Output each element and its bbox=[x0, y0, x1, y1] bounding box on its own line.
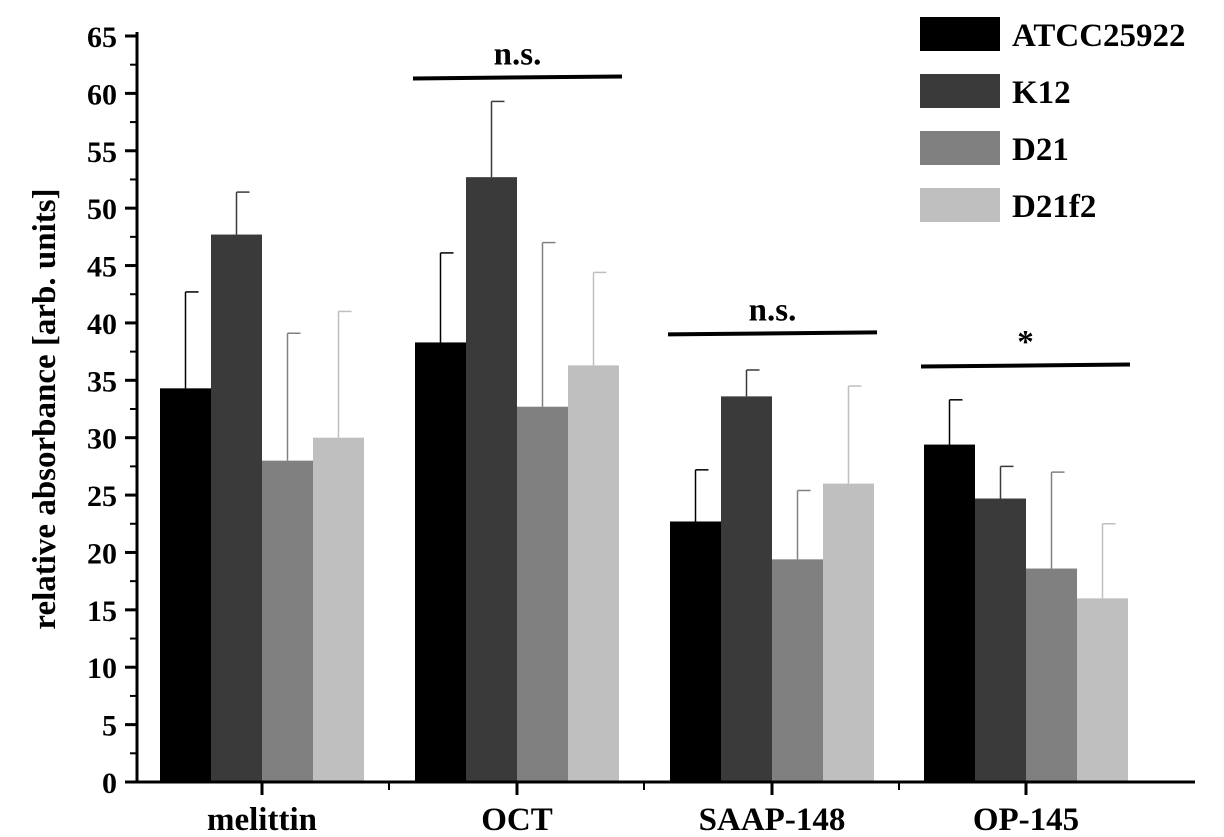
significance-bracket bbox=[412, 74, 623, 81]
bar bbox=[313, 437, 364, 782]
legend-label: D21 bbox=[1012, 132, 1069, 168]
bar bbox=[517, 406, 568, 782]
y-tick-label: 5 bbox=[102, 710, 117, 743]
legend-label: ATCC25922 bbox=[1012, 18, 1186, 54]
significance-bracket bbox=[667, 330, 878, 337]
y-tick-label: 50 bbox=[87, 193, 117, 226]
x-tick-label: SAAP-148 bbox=[699, 802, 846, 837]
y-tick-label: 45 bbox=[87, 251, 117, 284]
bar bbox=[211, 234, 262, 782]
y-tick-label: 30 bbox=[87, 423, 117, 456]
significance-bracket bbox=[920, 362, 1131, 369]
x-tick-label: OP-145 bbox=[973, 802, 1079, 837]
y-tick-label: 60 bbox=[87, 78, 117, 111]
x-tick-label: melittin bbox=[207, 802, 317, 837]
y-tick-label: 35 bbox=[87, 365, 117, 398]
y-axis-title: relative absorbance [arb. units] bbox=[27, 188, 63, 629]
y-tick-label: 10 bbox=[87, 652, 117, 685]
bar bbox=[924, 444, 975, 782]
legend-swatch bbox=[920, 74, 1000, 108]
significance-label: n.s. bbox=[494, 36, 542, 72]
legend-swatch bbox=[920, 188, 1000, 222]
bar bbox=[1077, 598, 1128, 782]
y-tick-label: 15 bbox=[87, 595, 117, 628]
significance-label: n.s. bbox=[749, 292, 797, 328]
bar bbox=[1026, 568, 1077, 782]
y-tick-label: 55 bbox=[87, 136, 117, 169]
significance-label: * bbox=[1017, 325, 1034, 361]
x-tick-label: OCT bbox=[481, 802, 553, 837]
bar bbox=[466, 177, 517, 783]
bar bbox=[568, 365, 619, 782]
bar bbox=[262, 460, 313, 782]
y-tick-label: 65 bbox=[87, 21, 117, 54]
bar bbox=[670, 521, 721, 782]
y-tick-label: 40 bbox=[87, 308, 117, 341]
y-tick-label: 20 bbox=[87, 537, 117, 570]
legend-label: K12 bbox=[1012, 75, 1071, 111]
legend-label: D21f2 bbox=[1012, 189, 1096, 225]
bar bbox=[415, 342, 466, 782]
legend-swatch bbox=[920, 17, 1000, 51]
bar bbox=[823, 483, 874, 782]
legend-swatch bbox=[920, 131, 1000, 165]
y-tick-label: 25 bbox=[87, 480, 117, 513]
bar bbox=[772, 559, 823, 782]
bar bbox=[975, 498, 1026, 782]
bar bbox=[160, 388, 211, 782]
bar bbox=[721, 396, 772, 782]
y-tick-label: 0 bbox=[102, 767, 117, 800]
